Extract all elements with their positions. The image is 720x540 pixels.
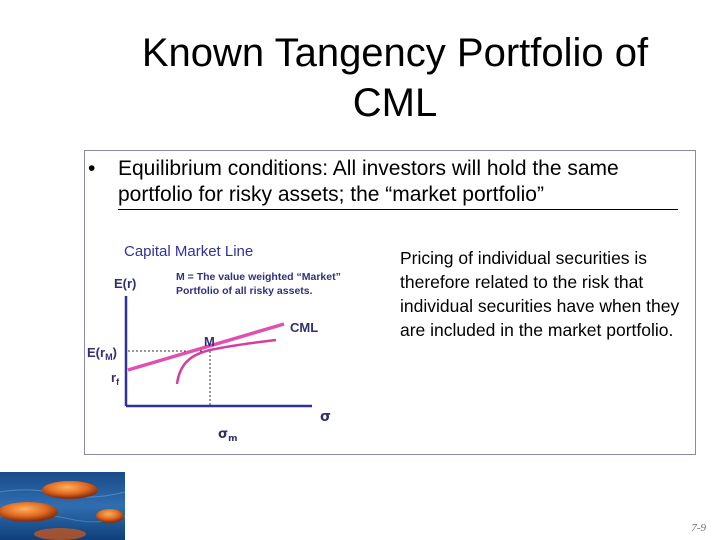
- underline-rule: [118, 209, 678, 210]
- slide-number: 7-9: [691, 522, 706, 534]
- rf-label: rf: [111, 370, 120, 387]
- y-axis-label: E(r): [114, 276, 136, 291]
- point-m-label: M: [204, 334, 215, 349]
- erm-label: E(rM): [87, 345, 117, 362]
- x-axis-label: σ: [320, 409, 331, 425]
- side-text: Pricing of individual securities is ther…: [400, 248, 680, 340]
- bullet-text: Equilibrium conditions: All investors wi…: [118, 157, 619, 206]
- diagram-heading: Capital Market Line: [124, 243, 253, 260]
- cml-line: [127, 322, 285, 372]
- slide-title: Known Tangency Portfolio of CML: [90, 28, 700, 128]
- bullet-dot: •: [88, 157, 96, 180]
- title-line-1: Known Tangency Portfolio of: [141, 31, 649, 75]
- sigma-m-label: σm: [218, 427, 238, 444]
- efficient-frontier-curve: [175, 338, 277, 385]
- annotation-line-1: M = The value weighted “Market”: [176, 271, 341, 283]
- cml-label: CML: [290, 320, 318, 335]
- annotation-line-2: Portfolio of all risky assets.: [176, 285, 313, 297]
- cml-diagram: Capital Market Line M = The value weight…: [87, 243, 341, 444]
- content-box: [84, 150, 696, 455]
- title-line-2: CML: [352, 81, 438, 125]
- stones-on-water-image: [0, 472, 125, 540]
